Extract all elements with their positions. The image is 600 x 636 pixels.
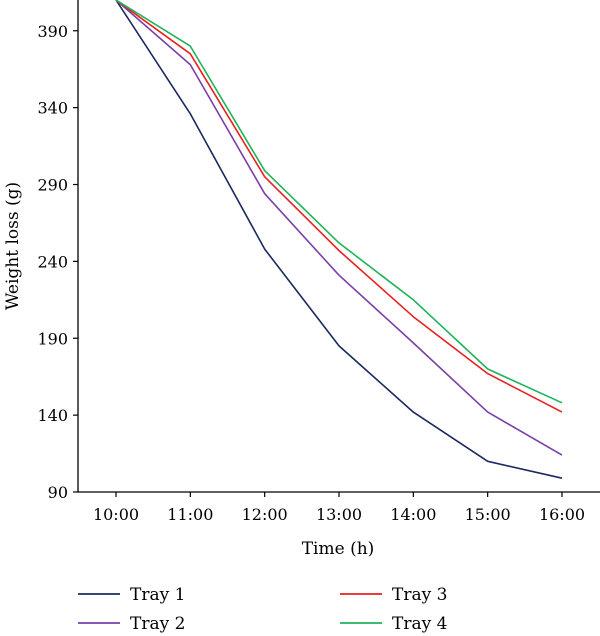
- y-tick-label: 190: [37, 329, 68, 348]
- y-tick-label: 290: [37, 176, 68, 195]
- x-tick-label: 10:00: [93, 505, 139, 524]
- legend-item-tray-1: Tray 1: [78, 585, 185, 605]
- series-line-tray-1: [115, 0, 563, 479]
- legend-item-tray-4: Tray 4: [340, 614, 447, 634]
- y-tick-label: 340: [37, 99, 68, 118]
- legend-label: Tray 1: [130, 585, 185, 605]
- y-tick-label: 390: [37, 22, 68, 41]
- y-axis-title: Weight loss (g): [3, 182, 23, 310]
- series-line-tray-4: [115, 0, 563, 404]
- legend-label: Tray 4: [392, 614, 447, 634]
- y-tick-label: 140: [37, 406, 68, 425]
- x-tick-label: 12:00: [242, 505, 288, 524]
- x-tick-label: 13:00: [316, 505, 362, 524]
- x-tick-label: 11:00: [167, 505, 213, 524]
- x-tick-label: 16:00: [539, 505, 585, 524]
- x-axis-title: Time (h): [302, 539, 375, 559]
- x-tick-label: 14:00: [390, 505, 436, 524]
- x-axis: 10:00 11:00 12:00 13:00 14:00 15:00 16:00: [93, 492, 585, 524]
- y-tick-label: 240: [37, 252, 68, 271]
- series-lines: [115, 0, 563, 479]
- legend-label: Tray 2: [130, 614, 185, 634]
- y-axis: 90 140 190 240 290 340 390: [37, 22, 78, 502]
- legend-item-tray-2: Tray 2: [78, 614, 185, 634]
- y-tick-label: 90: [48, 483, 68, 502]
- series-line-tray-2: [115, 0, 563, 456]
- series-line-tray-3: [115, 0, 563, 413]
- legend-label: Tray 3: [392, 585, 447, 605]
- legend: Tray 1 Tray 2 Tray 3 Tray 4: [78, 585, 447, 634]
- plot-area: [77, 0, 600, 493]
- x-tick-label: 15:00: [465, 505, 511, 524]
- legend-item-tray-3: Tray 3: [340, 585, 447, 605]
